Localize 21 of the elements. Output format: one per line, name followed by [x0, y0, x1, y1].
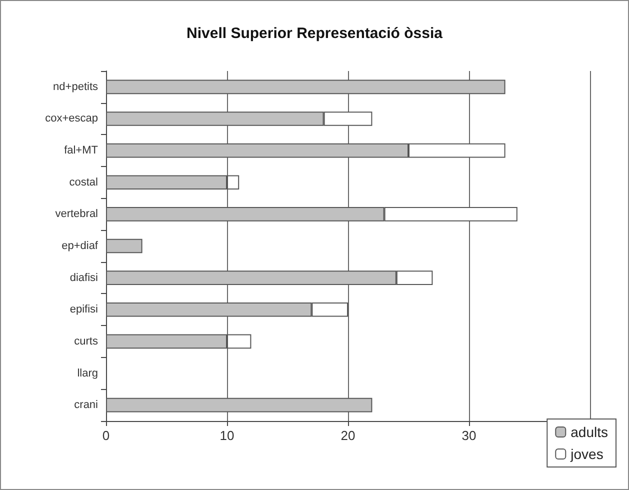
- bar: [106, 80, 506, 94]
- y-tick-label: llarg: [77, 367, 98, 380]
- x-tick-label: 10: [220, 428, 234, 443]
- x-tick-label: 0: [102, 428, 110, 443]
- y-tick-label: fal+MT: [64, 144, 98, 157]
- x-tick-label: 20: [340, 428, 356, 443]
- bar: [106, 398, 372, 412]
- x-tick-label: 30: [462, 428, 476, 443]
- y-tick-label: curts: [74, 335, 98, 348]
- y-tick-label: nd+petits: [53, 80, 98, 93]
- y-tick-label: diafisi: [70, 272, 98, 284]
- bar: [106, 238, 142, 254]
- y-tick-label: crani: [74, 399, 98, 412]
- y-tick-label: epifisi: [70, 304, 98, 316]
- legend-label: joves: [570, 446, 604, 462]
- y-tick-label: vertebral: [55, 208, 98, 220]
- y-tick-label: cox+escap: [45, 112, 98, 125]
- y-tick-label: ep+diaf: [62, 240, 99, 252]
- y-tick-label: costal: [69, 176, 98, 188]
- legend-label: adults: [570, 424, 608, 440]
- chart-title: Nivell Superior Representació òssia: [186, 25, 444, 42]
